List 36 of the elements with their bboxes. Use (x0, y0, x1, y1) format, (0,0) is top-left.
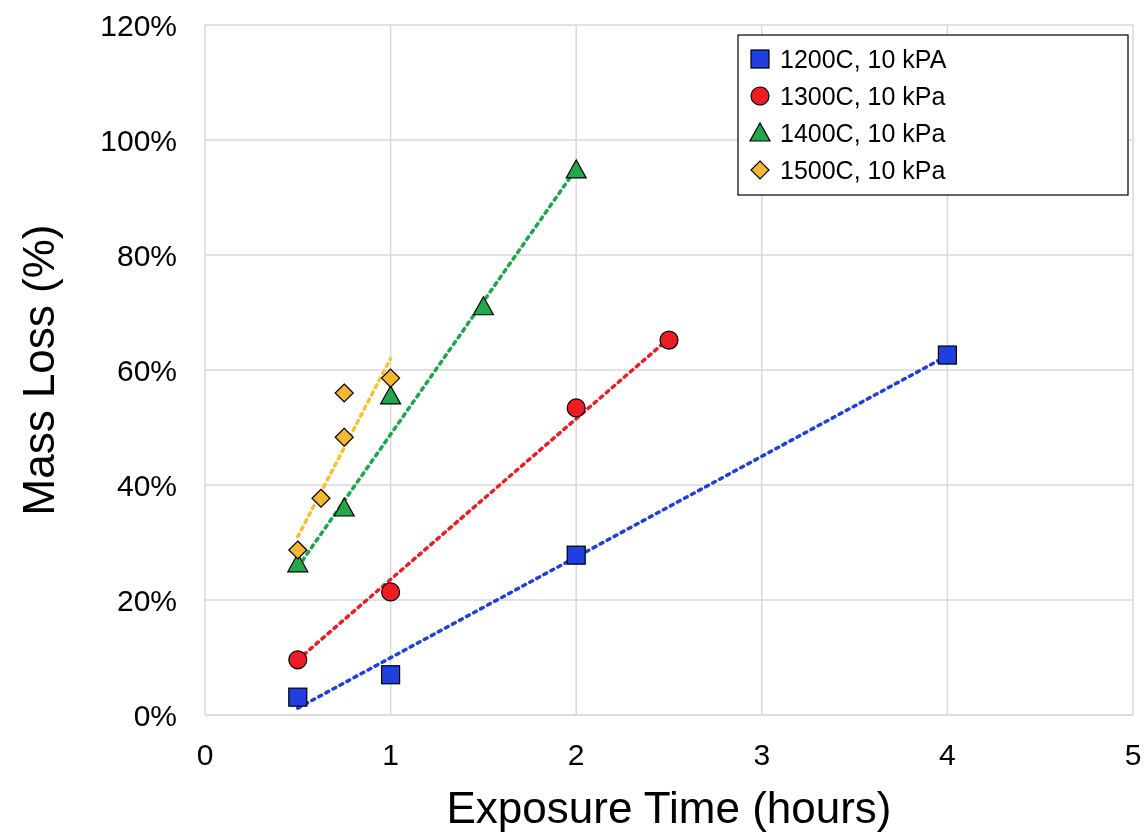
point (380, 385, 402, 405)
point (381, 368, 401, 388)
point (659, 330, 679, 350)
x-tick-label: 4 (939, 738, 956, 771)
x-axis-title: Exposure Time (hours) (446, 783, 892, 832)
legend-label: 1500C, 10 kPa (780, 156, 946, 184)
point (334, 427, 354, 447)
point (381, 582, 401, 602)
point (288, 650, 308, 670)
point (566, 545, 586, 565)
point (333, 497, 355, 517)
y-tick-label: 0% (133, 699, 177, 732)
y-tick-label: 40% (116, 469, 177, 502)
y-tick-label: 120% (100, 9, 177, 42)
x-tick-label: 2 (567, 738, 585, 771)
point (472, 296, 494, 316)
point (311, 488, 331, 508)
y-tick-label: 60% (116, 354, 177, 387)
legend-label: 1300C, 10 kPa (780, 82, 946, 110)
point (565, 159, 587, 179)
legend-label: 1200C, 10 kPA (780, 45, 947, 73)
point (381, 665, 401, 685)
y-tick-label: 20% (116, 584, 177, 617)
point (566, 398, 586, 418)
point (288, 540, 308, 560)
y-axis-title: Mass Loss (%) (14, 224, 63, 516)
legend-label: 1400C, 10 kPa (780, 119, 946, 147)
y-tick-label: 100% (100, 124, 177, 157)
x-tick-label: 0 (196, 738, 214, 771)
x-tick-label: 3 (753, 738, 771, 771)
y-tick-label: 80% (116, 239, 177, 272)
x-tick-label: 1 (382, 738, 399, 771)
point (334, 383, 354, 403)
point (937, 345, 957, 365)
point (288, 687, 308, 707)
x-tick-label: 5 (1124, 738, 1142, 771)
